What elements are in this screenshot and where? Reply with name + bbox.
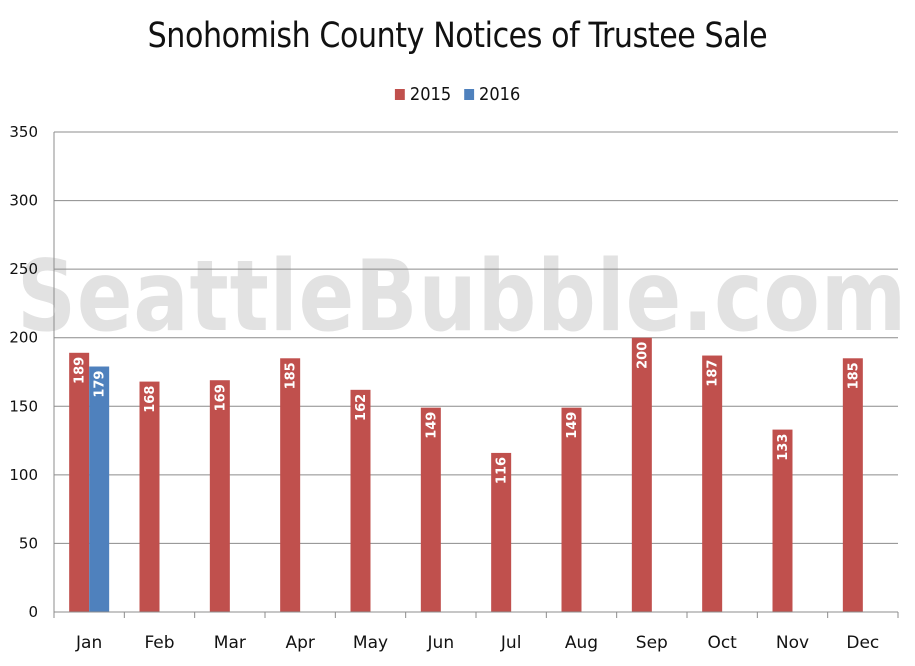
data-label-2015-nov: 133 <box>776 434 791 461</box>
bar-2015-sep <box>631 337 652 612</box>
bar-2015-jan <box>69 352 90 612</box>
bar-2015-dec <box>842 358 863 612</box>
x-tick-label: Aug <box>565 633 598 653</box>
legend-label-2015: 2015 <box>409 84 452 105</box>
bar-2015-oct <box>702 355 723 612</box>
y-tick-label: 250 <box>9 260 38 278</box>
x-tick-label: Jan <box>75 633 102 653</box>
data-label-2015-apr: 185 <box>284 362 299 389</box>
x-tick-label: Feb <box>144 633 174 653</box>
chart-title: Snohomish County Notices of Trustee Sale <box>147 16 768 56</box>
axes <box>53 132 899 618</box>
data-label-2015-feb: 168 <box>143 386 158 413</box>
legend-item-2016: 2016 <box>463 84 521 105</box>
data-label-2015-may: 162 <box>354 394 369 421</box>
data-label-2015-aug: 149 <box>565 412 580 439</box>
bars: 189 179 168 169 185 162 149 116 149 200 187 133 185 <box>69 337 863 612</box>
x-tick-label: Jun <box>427 633 455 653</box>
data-label-2015-jul: 116 <box>495 457 510 484</box>
y-tick-label: 300 <box>9 192 38 210</box>
y-tick-label: 350 <box>9 123 38 141</box>
data-label-2015-jun: 149 <box>424 412 439 439</box>
tick-labels: 0 50 100 150 200 250 300 350 Jan Feb Mar Apr May Jun J… <box>9 123 879 653</box>
y-tick-label: 150 <box>9 397 38 415</box>
bar-2016-jan <box>89 366 110 612</box>
x-tick-label: Mar <box>214 633 246 653</box>
bar-2015-aug <box>561 407 582 612</box>
data-label-2015-dec: 185 <box>846 362 861 389</box>
bar-2015-jun <box>420 407 441 612</box>
x-tick-label: Oct <box>707 633 737 653</box>
x-tick-label: Nov <box>776 633 809 653</box>
x-tick-label: Apr <box>285 633 314 653</box>
watermark: SeattleBubble.com <box>17 240 907 354</box>
bar-2015-feb <box>139 381 160 612</box>
bar-2015-may <box>350 389 371 612</box>
data-label-2015-sep: 200 <box>635 342 650 369</box>
data-label-2015-jan: 189 <box>73 357 88 384</box>
data-label-2015-oct: 187 <box>706 360 721 387</box>
bar-2015-jul <box>491 452 512 612</box>
legend: 2015 2016 <box>46 84 870 105</box>
y-tick-label: 100 <box>9 466 38 484</box>
data-label-2015-mar: 169 <box>213 384 228 411</box>
y-tick-label: 50 <box>19 534 38 552</box>
y-tick-label: 0 <box>28 603 38 621</box>
legend-label-2016: 2016 <box>479 84 521 105</box>
bar-2015-apr <box>280 358 301 612</box>
x-tick-label: Sep <box>636 633 668 653</box>
x-tick-label: May <box>353 633 388 653</box>
data-label-2016-jan: 179 <box>93 371 108 398</box>
x-tick-label: Jul <box>500 633 522 653</box>
legend-swatch-2016 <box>463 89 474 100</box>
x-tick-label: Dec <box>846 633 879 653</box>
gridlines <box>54 131 898 544</box>
legend-item-2015: 2015 <box>394 84 452 105</box>
bar-2015-mar <box>209 380 230 612</box>
y-tick-label: 200 <box>9 329 38 347</box>
legend-swatch-2015 <box>394 89 405 100</box>
bar-2015-nov <box>772 429 793 612</box>
